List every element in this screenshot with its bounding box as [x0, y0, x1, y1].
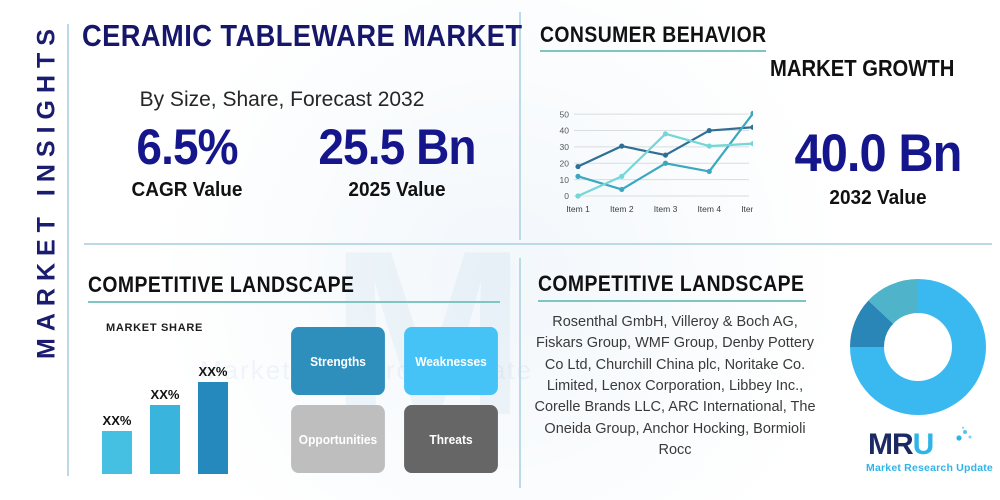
donut-svg	[850, 279, 986, 415]
swot-weaknesses[interactable]: Weaknesses	[404, 327, 498, 395]
market-insights-label: MARKET INSIGHTS	[32, 22, 61, 359]
section-heading-competitive-landscape-left: COMPETITIVE LANDSCAPE	[88, 272, 355, 297]
section-rule-competitive-landscape-right	[538, 300, 806, 302]
chart-data-point	[750, 110, 753, 116]
chart-data-point	[750, 141, 753, 147]
chart-x-tick-label: Item 2	[610, 204, 634, 214]
logo-bubbles-icon	[956, 426, 972, 441]
stat-cagr-value: 6.5%	[136, 119, 238, 175]
chart-y-tick-label: 40	[560, 126, 570, 136]
swot-opportunities-label: Opportunities	[298, 431, 378, 447]
chart-series-line-2	[576, 112, 753, 191]
logo-accent-letter: U	[912, 428, 935, 461]
chart-data-point	[619, 143, 625, 149]
swot-threats-label: Threats	[429, 431, 473, 447]
swot-opportunities[interactable]: Opportunities	[291, 405, 385, 473]
chart-y-tick-label: 50	[560, 109, 570, 119]
stat-2025: 25.5 Bn 2025 Value	[292, 122, 502, 202]
stat-cagr: 6.5% CAGR Value	[92, 122, 282, 202]
chart-y-tick-label: 30	[560, 142, 570, 152]
donut-segment-secondary	[850, 300, 894, 347]
market-share-bar	[102, 431, 132, 474]
stat-2032: 40.0 Bn 2032 Value	[768, 127, 988, 210]
chart-data-point	[575, 193, 581, 199]
section-rule-competitive-landscape-left	[88, 301, 500, 303]
donut-segment-primary	[850, 279, 986, 415]
logo-wordmark: MRU	[868, 428, 935, 462]
chart-data-point	[619, 186, 625, 193]
line-chart-svg: 0 10 20 30 40 50 Item 1 Item 2 Item 3 Item 4 Item …	[560, 109, 753, 214]
rail-divider	[67, 24, 69, 476]
section-heading-consumer-behavior: CONSUMER BEHAVIOR	[540, 22, 767, 47]
vertical-divider-top	[519, 12, 521, 240]
chart-y-tick-label: 20	[560, 158, 570, 168]
left-rail: MARKET INSIGHTS	[0, 0, 69, 500]
market-share-bar	[150, 404, 180, 474]
donut-segment-tertiary	[868, 279, 918, 324]
chart-data-point	[619, 173, 625, 179]
chart-data-point	[575, 173, 581, 179]
chart-y-tick-label: 10	[560, 175, 570, 185]
chart-data-point	[750, 124, 753, 130]
stat-2032-value: 40.0 Bn	[794, 124, 962, 183]
chart-data-point	[662, 152, 669, 158]
stat-cagr-label: CAGR Value	[131, 179, 243, 201]
swot-grid: Strengths Weaknesses Opportunities Threats	[287, 327, 502, 477]
chart-data-point	[706, 127, 712, 134]
logo-tagline: Market Research Update	[866, 462, 993, 474]
swot-strengths-label: Strengths	[310, 353, 366, 369]
section-heading-competitive-landscape-right: COMPETITIVE LANDSCAPE	[538, 271, 805, 296]
market-share-donut-chart	[845, 275, 995, 420]
swot-weaknesses-label: Weaknesses	[415, 353, 487, 369]
chart-data-point	[575, 163, 581, 170]
page-title: CERAMIC TABLEWARE MARKET	[82, 18, 523, 53]
chart-data-point	[706, 168, 712, 175]
swot-threats[interactable]: Threats	[404, 405, 498, 473]
section-rule-consumer-behavior	[540, 50, 766, 52]
chart-x-tick-label: Item 4	[697, 204, 721, 214]
stat-2032-label: 2032 Value	[829, 187, 927, 209]
consumer-behavior-line-chart: 0 10 20 30 40 50 Item 1 Item 2 Item 3 Item 4 Item …	[548, 100, 753, 218]
vertical-divider-bottom	[519, 258, 521, 488]
stat-2025-value: 25.5 Bn	[318, 119, 476, 175]
chart-x-tick-label: Item 5	[741, 204, 753, 214]
market-share-bar-label: XX%	[150, 386, 180, 402]
mru-logo: MRU Market Research Update	[862, 426, 997, 486]
market-share-title: MARKET SHARE	[106, 322, 204, 334]
competitor-list: Rosenthal GmbH, Villeroy & Boch AG, Fisk…	[534, 314, 816, 458]
swot-strengths[interactable]: Strengths	[291, 327, 385, 395]
horizontal-divider	[84, 243, 992, 245]
logo-mark-text: MR	[868, 428, 914, 461]
market-share-bar	[198, 382, 228, 474]
chart-y-tick-label: 0	[564, 191, 569, 201]
chart-x-tick-label: Item 3	[654, 204, 678, 214]
chart-data-point	[706, 143, 712, 149]
chart-x-tick-label: Item 1	[566, 204, 590, 214]
market-share-bar-chart: MARKET SHARE XX% XX% XX%	[96, 322, 261, 477]
stat-2025-label: 2025 Value	[348, 179, 446, 201]
section-heading-market-growth: MARKET GROWTH	[770, 55, 955, 81]
chart-data-point	[662, 131, 669, 137]
market-share-bar-label: XX%	[102, 413, 132, 429]
market-share-bar-label: XX%	[198, 364, 228, 380]
chart-data-point	[662, 160, 669, 166]
page-subtitle: By Size, Share, Forecast 2032	[139, 88, 425, 111]
